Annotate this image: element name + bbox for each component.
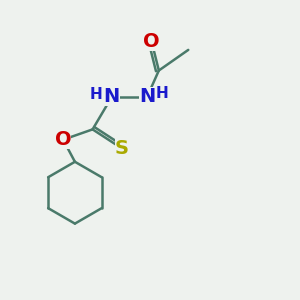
Text: H: H	[156, 86, 169, 101]
Text: O: O	[55, 130, 71, 149]
Text: N: N	[103, 88, 120, 106]
Text: H: H	[89, 87, 102, 102]
Text: O: O	[143, 32, 160, 51]
Text: N: N	[139, 88, 155, 106]
Text: S: S	[115, 139, 129, 158]
